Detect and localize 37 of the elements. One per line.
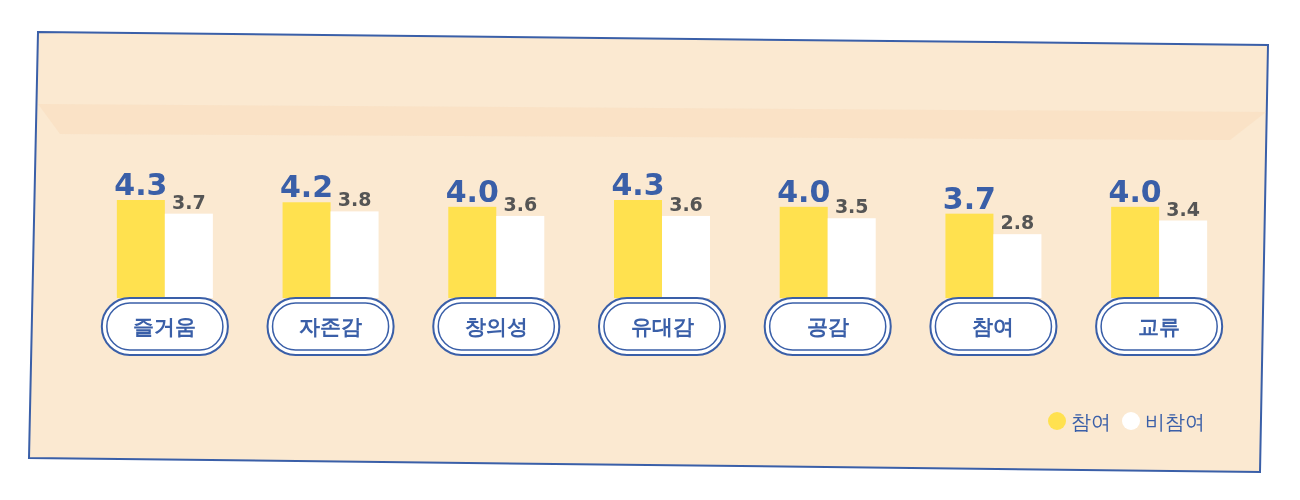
x-tick-label: 즐거움 <box>133 315 197 339</box>
bar <box>1159 220 1208 298</box>
data-label: 4.0 <box>445 173 499 209</box>
data-label: 3.4 <box>1166 197 1200 220</box>
data-label: 3.7 <box>172 190 206 213</box>
bar <box>993 234 1042 298</box>
bar <box>116 200 165 298</box>
data-label: 4.3 <box>611 167 665 202</box>
x-tick-label: 참여 <box>972 315 1015 339</box>
data-label: 3.6 <box>503 192 538 215</box>
bar <box>448 206 497 298</box>
x-tick-label: 유대감 <box>630 315 694 339</box>
bar <box>662 215 710 298</box>
bar <box>282 202 331 298</box>
legend-label: 비참여 <box>1145 410 1205 434</box>
bar <box>779 206 828 298</box>
data-label: 3.5 <box>834 195 869 218</box>
data-label: 3.8 <box>337 188 372 211</box>
x-tick-label: 창의성 <box>464 315 528 339</box>
data-label: 2.8 <box>1000 211 1035 234</box>
data-label: 3.6 <box>669 192 703 215</box>
data-label: 4.0 <box>1108 173 1162 209</box>
bar <box>330 211 379 298</box>
bar <box>827 218 876 298</box>
legend-label: 참여 <box>1071 410 1111 434</box>
data-label: 4.3 <box>114 167 168 202</box>
bar <box>945 213 994 298</box>
bar <box>614 200 662 298</box>
x-tick-label: 자존감 <box>299 315 363 339</box>
bar <box>496 215 545 298</box>
data-label: 4.0 <box>777 173 831 209</box>
x-tick-label: 교류 <box>1138 315 1181 339</box>
x-tick-label: 공감 <box>806 315 849 339</box>
bar <box>1111 206 1160 298</box>
data-label: 4.2 <box>279 169 334 205</box>
data-label: 3.7 <box>942 180 997 216</box>
bar <box>164 213 213 298</box>
